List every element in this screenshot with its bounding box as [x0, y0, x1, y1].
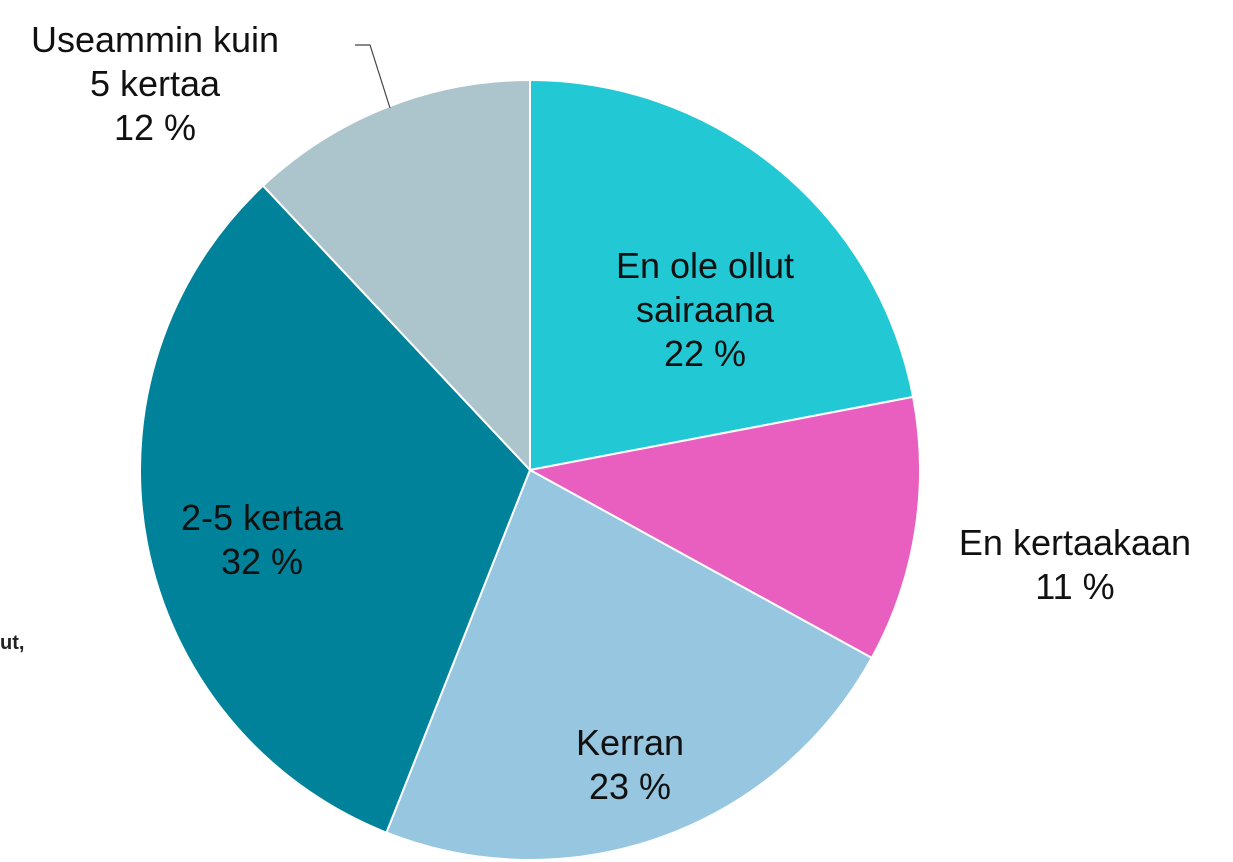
category-label: En ole ollut sairaana — [615, 245, 795, 330]
slice-label: Kerran 23 % — [515, 721, 745, 809]
value-label: 22 % — [663, 333, 747, 374]
pie-slice — [261, 78, 531, 473]
value-label: 12 % — [113, 107, 197, 148]
pie-slice — [139, 184, 532, 834]
slice-label: En kertaakaan 11 % — [910, 521, 1233, 609]
category-label: Useammin kuin 5 kertaa — [30, 19, 280, 104]
slice-label: En ole ollut sairaana 22 % — [585, 244, 825, 376]
pie-slice — [529, 78, 915, 472]
category-label: En kertaakaan — [958, 522, 1192, 563]
category-label: 2-5 kertaa — [180, 497, 344, 538]
slice-label: 2-5 kertaa 32 % — [147, 496, 377, 584]
leader-line — [355, 44, 391, 109]
value-label: 23 % — [588, 766, 672, 807]
value-label: 32 % — [220, 541, 304, 582]
pie-slice — [527, 395, 921, 660]
slice-label: Useammin kuin 5 kertaa 12 % — [30, 18, 280, 150]
category-label: Kerran — [575, 722, 685, 763]
value-label: 11 % — [1035, 566, 1115, 607]
pie-slice — [385, 468, 874, 861]
side-note: ut, — [0, 632, 25, 654]
